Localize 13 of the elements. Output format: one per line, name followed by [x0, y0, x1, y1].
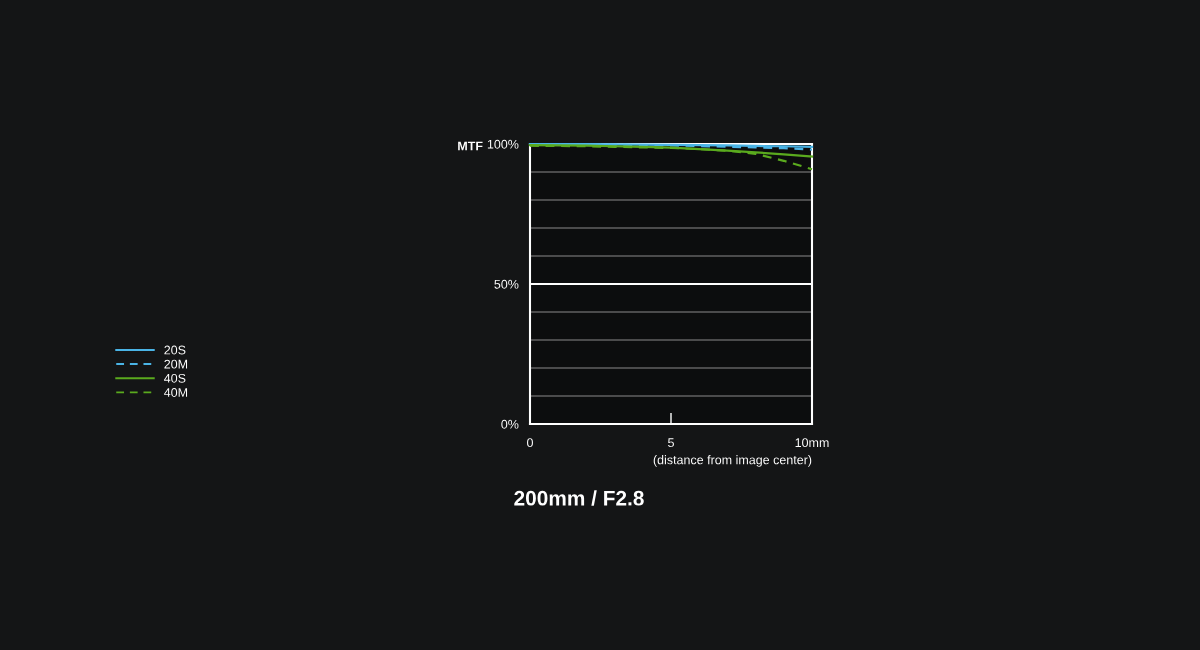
x-tick-label: 10mm	[795, 438, 829, 448]
x-tick-label: 0	[527, 438, 533, 448]
y-tick-label: 50%	[494, 279, 519, 289]
y-axis-title: MTF	[458, 141, 483, 151]
legend-label: 20S	[164, 345, 186, 355]
legend-label: 40S	[164, 373, 186, 383]
y-tick-label: 100%	[487, 139, 519, 149]
y-tick-label: 0%	[501, 419, 519, 429]
legend-label: 40M	[164, 388, 188, 397]
x-tick-label: 5	[668, 438, 674, 448]
legend-label: 20M	[164, 359, 188, 369]
text: 200mm / F2.8	[514, 490, 644, 506]
x-axis-title: (distance from image center)	[653, 455, 812, 467]
